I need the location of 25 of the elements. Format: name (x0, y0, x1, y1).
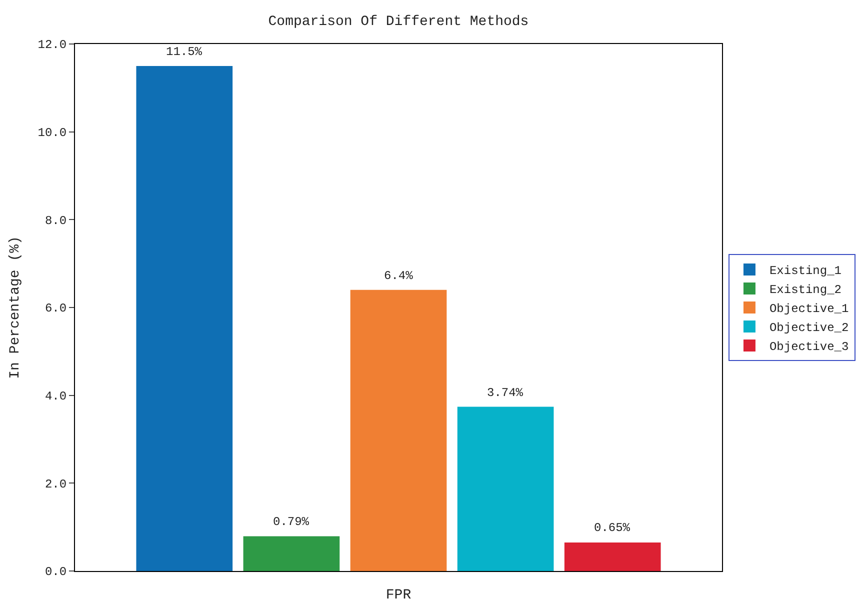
bar (564, 542, 661, 571)
bar (350, 290, 447, 571)
y-tick-label: 12.0 (38, 38, 67, 52)
y-tick-label: 6.0 (44, 302, 67, 316)
y-tick-label: 10.0 (38, 126, 67, 140)
y-tick-label: 0.0 (44, 565, 67, 580)
chart-title: Comparison Of Different Methods (268, 14, 529, 30)
data-label: 0.79% (273, 515, 310, 529)
bar (457, 406, 554, 571)
legend-label: Objective_3 (769, 340, 849, 354)
legend-label: Objective_1 (769, 302, 849, 316)
legend-label: Objective_2 (769, 321, 849, 336)
bar (243, 536, 340, 571)
data-label: 11.5% (166, 45, 203, 59)
legend-label: Existing_1 (769, 264, 842, 278)
y-tick-label: 2.0 (44, 477, 67, 492)
y-tick-label: 4.0 (44, 390, 67, 404)
bar (136, 66, 233, 571)
y-tick-label: 8.0 (44, 214, 67, 228)
data-label: 3.74% (487, 386, 524, 400)
data-label: 6.4% (384, 269, 414, 283)
x-axis-title: FPR (386, 588, 412, 604)
data-label: 0.65% (594, 521, 631, 535)
y-axis-title: In Percentage (%) (7, 236, 24, 379)
legend-label: Existing_2 (769, 283, 842, 298)
